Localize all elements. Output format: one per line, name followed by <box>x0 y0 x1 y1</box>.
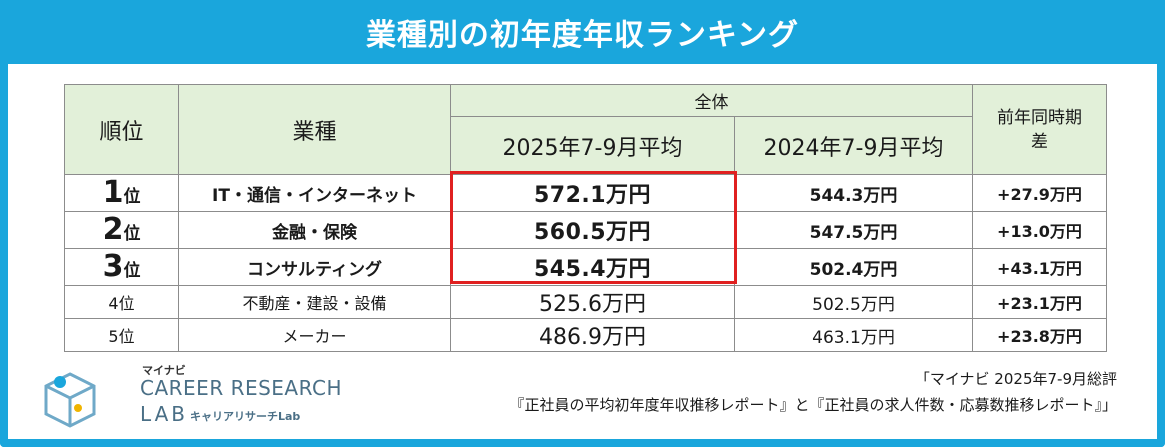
header-diff: 前年同時期 差 <box>972 84 1107 175</box>
industry-cell: コンサルティング <box>178 248 451 286</box>
rank-suffix: 位 <box>123 187 141 207</box>
career-research-lab-logo: マイナビ CAREER RESEARCH LAB キャリアリサーチLab <box>40 360 342 430</box>
rank-cell: 5位 <box>64 318 179 352</box>
industry-cell: メーカー <box>178 318 451 352</box>
value-2024-cell: 463.1万円 <box>734 318 973 352</box>
rank-number: 3 <box>102 249 124 284</box>
rank-cell: 4位 <box>64 285 179 319</box>
table-row: 5位 メーカー 486.9万円 463.1万円 +23.8万円 <box>64 318 1107 352</box>
value-2025-cell: 545.4万円 <box>450 248 735 286</box>
header-rank: 順位 <box>64 84 179 175</box>
source-line2: 『正社員の平均初年度年収推移レポート』と『正社員の求人件数・応募数推移レポート』… <box>509 396 1117 414</box>
page-title: 業種別の初年度年収ランキング <box>0 0 1165 64</box>
diff-cell: +23.1万円 <box>972 285 1107 319</box>
header-diff-line1: 前年同時期 <box>997 107 1082 128</box>
value-2024-cell: 547.5万円 <box>734 211 973 249</box>
industry-cell: IT・通信・インターネット <box>178 174 451 212</box>
industry-cell: 不動産・建設・設備 <box>178 285 451 319</box>
source-line1: 「マイナビ 2025年7-9月総評 <box>914 370 1117 388</box>
value-2025-cell: 486.9万円 <box>450 318 735 352</box>
header-diff-line2: 差 <box>1031 131 1048 152</box>
rank-number: 2 <box>102 212 124 247</box>
header-industry: 業種 <box>178 84 451 175</box>
rank-cell: 2位 <box>64 211 179 249</box>
ranking-table: 順位 業種 全体 前年同時期 差 2025年7-9月平均 2024年7-9月平均… <box>64 84 1107 352</box>
header-2024: 2024年7-9月平均 <box>734 116 973 175</box>
header-2025: 2025年7-9月平均 <box>450 116 735 175</box>
rank-suffix: 位 <box>123 261 141 281</box>
cube-logo-icon <box>44 372 96 428</box>
logo-line2: LAB <box>140 402 189 426</box>
table-row: 2位 金融・保険 560.5万円 547.5万円 +13.0万円 <box>64 211 1107 249</box>
header-overall: 全体 <box>450 84 973 117</box>
diff-cell: +13.0万円 <box>972 211 1107 249</box>
table-row: 3位 コンサルティング 545.4万円 502.4万円 +43.1万円 <box>64 248 1107 286</box>
source-note: 「マイナビ 2025年7-9月総評 『正社員の平均初年度年収推移レポート』と『正… <box>509 366 1117 418</box>
value-2025-cell: 560.5万円 <box>450 211 735 249</box>
value-2024-cell: 544.3万円 <box>734 174 973 212</box>
value-2024-cell: 502.4万円 <box>734 248 973 286</box>
value-2024-cell: 502.5万円 <box>734 285 973 319</box>
logo-line1: CAREER RESEARCH <box>140 376 343 400</box>
table-row: 4位 不動産・建設・設備 525.6万円 502.5万円 +23.1万円 <box>64 285 1107 319</box>
industry-cell: 金融・保険 <box>178 211 451 249</box>
table-row: 1位 IT・通信・インターネット 572.1万円 544.3万円 +27.9万円 <box>64 174 1107 212</box>
diff-cell: +43.1万円 <box>972 248 1107 286</box>
diff-cell: +27.9万円 <box>972 174 1107 212</box>
rank-suffix: 位 <box>123 224 141 244</box>
value-2025-cell: 572.1万円 <box>450 174 735 212</box>
rank-cell: 3位 <box>64 248 179 286</box>
rank-cell: 1位 <box>64 174 179 212</box>
diff-cell: +23.8万円 <box>972 318 1107 352</box>
rank-number: 1 <box>102 175 124 210</box>
value-2025-cell: 525.6万円 <box>450 285 735 319</box>
logo-sub: キャリアリサーチLab <box>190 410 301 423</box>
logo-brand: マイナビ <box>142 364 186 377</box>
